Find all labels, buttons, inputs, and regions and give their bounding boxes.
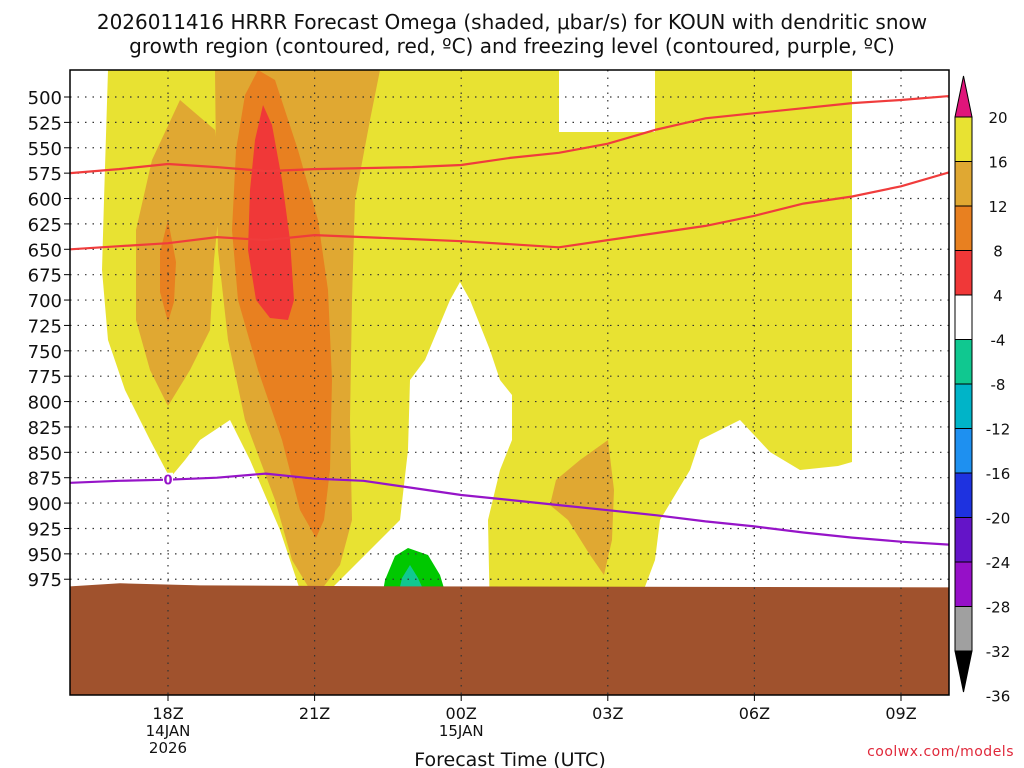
- colorbar-label: -28: [986, 599, 1011, 617]
- x-tick-date: 15JAN: [439, 722, 484, 740]
- omega-white-hole: [559, 70, 655, 132]
- x-tick-label: 18Z: [152, 704, 183, 723]
- x-tick-label: 21Z: [299, 704, 330, 723]
- credit-text: coolwx.com/models: [867, 744, 1014, 760]
- colorbar-swatch: [954, 116, 973, 162]
- colorbar-label: 20: [988, 109, 1007, 127]
- series-line-dendritic_growth_upper: [70, 94, 949, 175]
- y-tick-label: 750: [28, 342, 62, 363]
- y-tick-label: 925: [28, 519, 62, 540]
- x-tick-label: 09Z: [885, 704, 916, 723]
- x-tick-date: 14JAN: [146, 722, 191, 740]
- colorbar-swatch: [954, 205, 973, 251]
- chart-title-line2: growth region (contoured, red, ºC) and f…: [129, 34, 895, 58]
- colorbar-swatch-white: [954, 294, 973, 340]
- y-tick-label: 700: [28, 291, 62, 312]
- colorbar-swatch: [954, 161, 973, 207]
- y-tick-label: 825: [28, 418, 62, 439]
- colorbar-swatch: [954, 606, 973, 652]
- y-tick-label: 575: [28, 164, 62, 185]
- colorbar-swatch: [954, 561, 973, 607]
- colorbar-top-arrow: [954, 75, 973, 118]
- y-tick-label: 675: [28, 266, 62, 287]
- contour-lines: 0: [70, 94, 949, 546]
- series-label-bg: [163, 472, 173, 487]
- colorbar-label: 8: [993, 243, 1003, 261]
- y-tick-label: 625: [28, 215, 62, 236]
- y-tick-label: 975: [28, 570, 62, 591]
- colorbar-label: -12: [986, 421, 1011, 439]
- colorbar-swatch: [954, 428, 973, 474]
- colorbar-swatch: [954, 472, 973, 518]
- omega-12-16-left: [160, 220, 176, 322]
- colorbar-swatch: [954, 250, 973, 296]
- colorbar-swatch: [954, 517, 973, 563]
- colorbar-label: -8: [991, 376, 1006, 394]
- y-tick-label: 525: [28, 113, 62, 134]
- y-tick-label: 650: [28, 240, 62, 261]
- colorbar-label: -16: [986, 465, 1011, 483]
- x-tick-label: 00Z: [446, 704, 477, 723]
- x-tick-year: 2026: [149, 739, 187, 757]
- series-label: 0: [163, 474, 172, 489]
- y-tick-label: 500: [28, 88, 62, 109]
- colorbar-label: 12: [988, 198, 1007, 216]
- y-tick-label: 800: [28, 393, 62, 414]
- y-tick-label: 600: [28, 190, 62, 211]
- y-tick-label: 875: [28, 469, 62, 490]
- omega-8-12-left: [136, 100, 222, 406]
- colorbar-bottom-arrow: [954, 650, 973, 693]
- x-tick-label: 03Z: [592, 704, 623, 723]
- y-tick-label: 950: [28, 545, 62, 566]
- y-tick-label: 775: [28, 367, 62, 388]
- chart-title-line1: 2026011416 HRRR Forecast Omega (shaded, …: [96, 10, 928, 34]
- colorbar-swatch: [954, 383, 973, 429]
- y-tick-label: 550: [28, 139, 62, 160]
- y-axis: 500 525 550 575 600 625 650 675 700 725 750 775 800 8…: [28, 88, 70, 591]
- colorbar-label: -36: [986, 688, 1011, 706]
- y-tick-label: 900: [28, 494, 62, 515]
- colorbar-label: -32: [986, 643, 1011, 661]
- colorbar-label: 16: [988, 154, 1007, 172]
- colorbar-label: -20: [986, 510, 1011, 528]
- series-line-freezing_level: [70, 472, 949, 546]
- x-tick-label: 06Z: [739, 704, 770, 723]
- y-tick-label: 725: [28, 316, 62, 337]
- colorbar: 20 16 12 8 4 -4 -8 -12 -16 -20 -24 -28 -32 -36: [954, 75, 1011, 706]
- plot-frame: [69, 69, 950, 696]
- terrain-surface: [70, 583, 949, 695]
- omega-16-20-center: [248, 105, 294, 320]
- colorbar-label: -4: [991, 332, 1006, 350]
- colorbar-label: -24: [986, 554, 1011, 572]
- x-axis-label: Forecast Time (UTC): [414, 749, 605, 768]
- colorbar-swatch: [954, 339, 973, 385]
- y-tick-label: 850: [28, 443, 62, 464]
- series-line-dendritic_growth_lower: [70, 171, 949, 251]
- colorbar-label: 4: [993, 287, 1003, 305]
